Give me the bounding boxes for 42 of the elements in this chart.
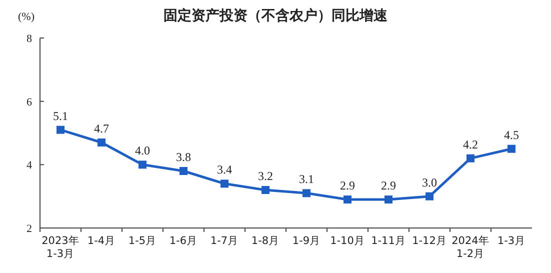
data-label: 3.0: [422, 175, 437, 190]
x-tick-label: 1-10月: [330, 235, 365, 247]
x-tick-label: 1-3月: [497, 235, 526, 247]
x-tick-label: 1-11月: [371, 235, 406, 247]
data-label: 4.7: [94, 122, 109, 136]
point: [180, 167, 188, 175]
x-tick-label: 1-4月: [87, 235, 116, 247]
data-label: 4.5: [504, 128, 519, 142]
data-label: 3.2: [258, 169, 273, 183]
data-label: 3.1: [299, 172, 314, 186]
point: [426, 192, 434, 200]
x-tick-label: 1-5月: [128, 235, 157, 247]
y-tick-label: 2: [26, 223, 32, 235]
point: [384, 196, 392, 204]
data-label: 2.9: [340, 178, 355, 192]
y-tick-label: 4: [26, 160, 32, 172]
data-label: 2.9: [381, 178, 396, 192]
data-label: 5.1: [53, 108, 68, 123]
x-tick-label: 1-7月: [210, 235, 239, 247]
y-axis-title: (%): [18, 11, 35, 23]
y-tick-label: 8: [26, 33, 32, 45]
x-tick-label: 2023年 1-3月: [42, 235, 80, 260]
point: [302, 189, 310, 198]
x-tick-label: 1-8月: [251, 235, 280, 247]
x-tick-label: 1-12月: [412, 235, 447, 247]
point: [344, 196, 352, 204]
data-label: 3.4: [217, 162, 232, 177]
point: [508, 144, 516, 153]
x-tick-label: 1-6月: [169, 235, 198, 247]
x-tick-label: 1-9月: [292, 235, 321, 247]
point: [262, 186, 270, 194]
data-label: 4.0: [135, 144, 150, 158]
data-label: 4.2: [463, 137, 478, 152]
x-tick-label: 2024年 1-2月: [452, 235, 490, 260]
chart-title: 固定资产投资（不含农户）同比增速: [164, 7, 388, 24]
point: [56, 126, 64, 134]
point: [98, 138, 106, 146]
y-tick-label: 6: [26, 96, 32, 108]
point: [220, 180, 228, 188]
point: [138, 160, 146, 169]
data-label: 3.8: [176, 150, 191, 164]
point: [466, 154, 474, 162]
